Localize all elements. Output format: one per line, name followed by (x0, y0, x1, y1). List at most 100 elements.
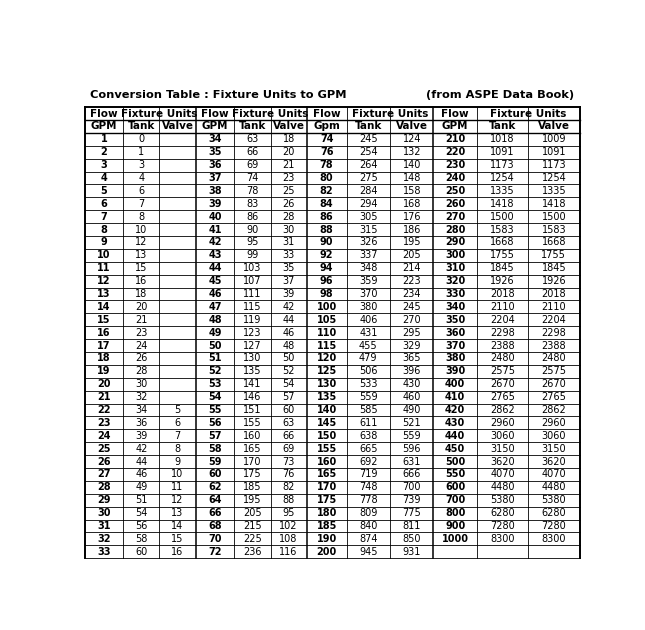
Text: 13: 13 (172, 508, 184, 518)
Text: 13: 13 (135, 250, 148, 260)
Text: 2298: 2298 (541, 328, 566, 338)
Text: 60: 60 (283, 405, 295, 415)
Text: 2298: 2298 (490, 328, 515, 338)
Text: 3: 3 (138, 160, 144, 170)
Text: 44: 44 (135, 457, 148, 467)
Text: 39: 39 (208, 199, 222, 209)
Text: Fixture Units: Fixture Units (121, 108, 197, 118)
Text: 8: 8 (138, 212, 144, 222)
Text: 7280: 7280 (541, 521, 566, 531)
Text: 2575: 2575 (490, 367, 515, 376)
Text: 16: 16 (172, 547, 184, 557)
Text: 47: 47 (208, 302, 222, 312)
Text: 15: 15 (172, 534, 184, 544)
Text: 18: 18 (135, 289, 148, 299)
Text: 2018: 2018 (490, 289, 515, 299)
Text: 76: 76 (283, 469, 295, 479)
Text: 2110: 2110 (542, 302, 566, 312)
Text: 31: 31 (97, 521, 111, 531)
Text: 811: 811 (402, 521, 421, 531)
Text: 719: 719 (359, 469, 377, 479)
Text: 1173: 1173 (542, 160, 566, 170)
Text: 37: 37 (283, 276, 295, 286)
Text: 57: 57 (283, 392, 295, 402)
Text: 7: 7 (138, 199, 144, 209)
Text: 52: 52 (208, 367, 222, 376)
Text: 27: 27 (97, 469, 111, 479)
Text: Conversion Table : Fixture Units to GPM: Conversion Table : Fixture Units to GPM (90, 90, 346, 100)
Text: 350: 350 (445, 315, 465, 325)
Text: 74: 74 (246, 173, 259, 183)
Text: 44: 44 (283, 315, 295, 325)
Text: 105: 105 (317, 315, 337, 325)
Text: Tank: Tank (128, 122, 155, 132)
Text: 533: 533 (359, 379, 377, 389)
Text: 270: 270 (445, 212, 465, 222)
Text: 115: 115 (317, 341, 337, 350)
Text: 125: 125 (317, 367, 337, 376)
Text: 7: 7 (101, 212, 107, 222)
Text: 66: 66 (208, 508, 222, 518)
Text: 108: 108 (279, 534, 298, 544)
Text: 380: 380 (445, 353, 465, 364)
Text: 270: 270 (402, 315, 421, 325)
Text: 1254: 1254 (541, 173, 566, 183)
Text: 2862: 2862 (541, 405, 566, 415)
Text: 49: 49 (135, 483, 148, 493)
Text: 28: 28 (135, 367, 148, 376)
Text: GPM: GPM (91, 122, 117, 132)
Text: 155: 155 (243, 418, 262, 428)
Text: 103: 103 (243, 263, 262, 273)
Text: 380: 380 (359, 302, 377, 312)
Text: 42: 42 (135, 444, 148, 454)
Text: 1926: 1926 (490, 276, 515, 286)
Text: 506: 506 (359, 367, 377, 376)
Text: 148: 148 (402, 173, 421, 183)
Text: 82: 82 (320, 186, 333, 196)
Text: 37: 37 (208, 173, 222, 183)
Text: 8300: 8300 (542, 534, 566, 544)
Text: 305: 305 (359, 212, 377, 222)
Text: 25: 25 (97, 444, 111, 454)
Text: 1583: 1583 (542, 224, 566, 234)
Text: 1335: 1335 (490, 186, 515, 196)
Text: 86: 86 (246, 212, 259, 222)
Text: 111: 111 (243, 289, 262, 299)
Text: 1418: 1418 (490, 199, 515, 209)
Text: 260: 260 (445, 199, 465, 209)
Text: 186: 186 (402, 224, 421, 234)
Text: 165: 165 (243, 444, 262, 454)
Text: 151: 151 (243, 405, 262, 415)
Text: 2670: 2670 (541, 379, 566, 389)
Text: 2960: 2960 (542, 418, 566, 428)
Text: 205: 205 (402, 250, 421, 260)
Text: 94: 94 (320, 263, 333, 273)
Text: 275: 275 (359, 173, 378, 183)
Text: 59: 59 (208, 457, 222, 467)
Text: 56: 56 (208, 418, 222, 428)
Text: 1254: 1254 (490, 173, 515, 183)
Text: 13: 13 (97, 289, 111, 299)
Text: Valve: Valve (538, 122, 570, 132)
Text: 430: 430 (445, 418, 465, 428)
Text: 123: 123 (243, 328, 262, 338)
Text: 44: 44 (208, 263, 222, 273)
Text: 20: 20 (97, 379, 111, 389)
Text: 0: 0 (138, 134, 144, 144)
Text: 130: 130 (317, 379, 337, 389)
Text: 250: 250 (445, 186, 465, 196)
Text: 638: 638 (359, 431, 377, 441)
Text: 12: 12 (97, 276, 111, 286)
Text: 102: 102 (279, 521, 298, 531)
Text: 29: 29 (97, 495, 111, 505)
Text: 160: 160 (243, 431, 262, 441)
Text: 32: 32 (135, 392, 148, 402)
Text: Flow: Flow (313, 108, 341, 118)
Text: 3: 3 (101, 160, 107, 170)
Text: 21: 21 (97, 392, 111, 402)
Text: 84: 84 (320, 199, 333, 209)
Text: 1418: 1418 (542, 199, 566, 209)
Text: 51: 51 (208, 353, 222, 364)
Text: 1583: 1583 (490, 224, 515, 234)
Text: 2670: 2670 (490, 379, 515, 389)
